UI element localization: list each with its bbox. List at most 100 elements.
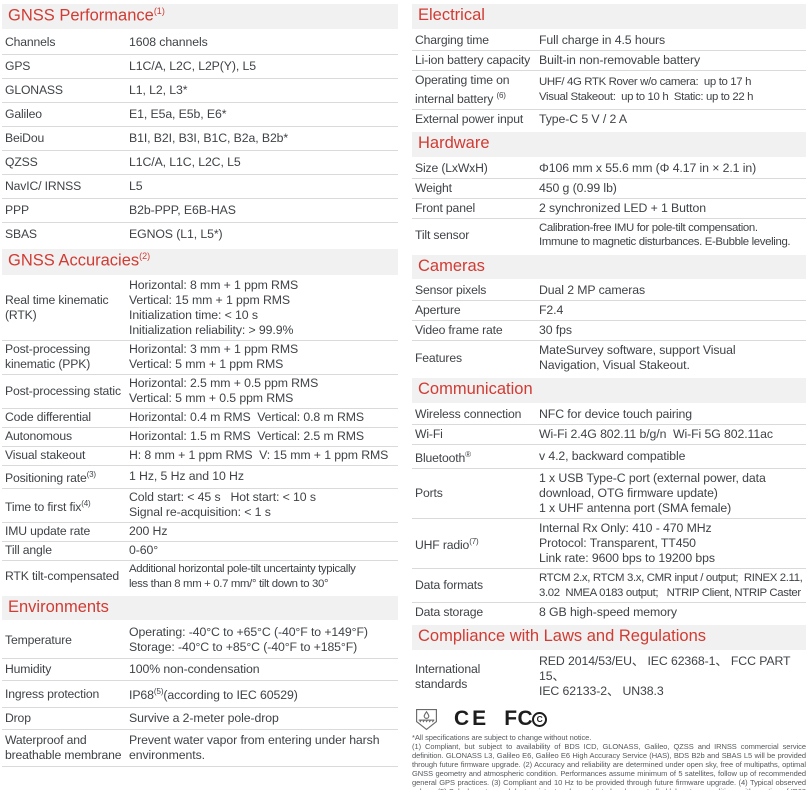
section-title: Electrical (412, 4, 806, 29)
spec-row: GLONASS L1, L2, L3* (2, 79, 398, 104)
spec-value: L1C/A, L1C, L2C, L5 (129, 155, 398, 170)
spec-label-text: Post-processing kinematic (PPK) (5, 342, 91, 372)
spec-label: IMU update rate (2, 524, 129, 539)
spec-value-line: 1 Hz, 5 Hz and 10 Hz (129, 469, 244, 484)
spec-value: 8 GB high-speed memory (539, 605, 806, 620)
spec-label: GPS (2, 59, 129, 74)
spec-value-line: Internal Rx Only: 410 - 470 MHz (539, 521, 712, 536)
spec-row: Post-processing static Horizontal: 2.5 mm… (2, 375, 398, 409)
spec-value-line: 30 fps (539, 323, 572, 338)
spec-label-text: QZSS (5, 155, 38, 170)
spec-value-line: Vertical: 15 mm + 1 ppm RMS (129, 293, 290, 308)
spec-label: Sensor pixels (412, 283, 539, 298)
spec-label-text: Galileo (5, 107, 42, 122)
spec-value: 1 x USB Type-C port (external power, dat… (539, 471, 806, 516)
spec-label-text: Sensor pixels (415, 283, 487, 298)
spec-row: Tilt sensor Calibration-free IMU for pole… (412, 219, 806, 252)
spec-row: Real time kinematic (RTK) Horizontal: 8 m… (2, 277, 398, 341)
spec-row: Code differential Horizontal: 0.4 m RMS V… (2, 409, 398, 428)
spec-value-line: 0-60° (129, 543, 159, 558)
spec-row: GPS L1C/A, L2C, L2P(Y), L5 (2, 55, 398, 80)
spec-label: Operating time on internal battery (6) (412, 73, 539, 107)
spec-label: Post-processing kinematic (PPK) (2, 342, 129, 372)
spec-value-line: 2 synchronized LED + 1 Button (539, 200, 706, 215)
spec-label-text: GPS (5, 59, 31, 74)
spec-value: Horizontal: 2.5 mm + 0.5 ppm RMS Vertical… (129, 376, 398, 406)
spec-row: BeiDou B1I, B2I, B3I, B1C, B2a, B2b* (2, 127, 398, 152)
footnote-body: (1) Compliant, but subject to availabili… (412, 742, 806, 790)
spec-label-text: Temperature (5, 632, 72, 647)
spec-label-text: Time to first fix (5, 499, 82, 514)
spec-row: QZSS L1C/A, L1C, L2C, L5 (2, 151, 398, 176)
spec-value: 1 Hz, 5 Hz and 10 Hz (129, 469, 398, 484)
section-environments: Environments Temperature Operating: -40°C … (2, 595, 398, 767)
spec-value-line: RED 2014/53/EU、 IEC 62368-1、 FCC PART 15… (539, 654, 794, 684)
weee-drop-shield-icon (416, 708, 437, 730)
spec-value-line: download, OTG firmware update) (539, 486, 718, 501)
spec-label-text: Channels (5, 35, 56, 50)
spec-value-line: Type-C 5 V / 2 A (539, 111, 627, 126)
spec-row: Ingress protection IP68(5)(according to I… (2, 681, 398, 708)
spec-value: 450 g (0.99 lb) (539, 181, 806, 196)
spec-label-superscript: (4) (81, 498, 91, 508)
spec-value: B1I, B2I, B3I, B1C, B2a, B2b* (129, 131, 398, 146)
spec-value-line: IP68(5)(according to IEC 60529) (129, 684, 398, 703)
spec-label-text: Waterproof and breathable membrane (5, 732, 122, 762)
spec-label-text: Drop (5, 710, 31, 725)
spec-value: Horizontal: 0.4 m RMS Vertical: 0.8 m RM… (129, 410, 398, 425)
spec-value-line: Horizontal: 3 mm + 1 ppm RMS (129, 342, 299, 357)
spec-value: IP68(5)(according to IEC 60529) (129, 684, 398, 703)
section-gnss-performance: GNSS Performance(1) Channels 1608 channels… (2, 4, 398, 246)
section-title-text: Cameras (418, 256, 485, 275)
spec-value-line: Initialization reliability: > 99.9% (129, 323, 294, 338)
spec-value: Calibration-free IMU for pole-tilt compe… (539, 221, 806, 250)
spec-label: Post-processing static (2, 384, 129, 399)
spec-label-text: IMU update rate (5, 524, 91, 539)
spec-label: Data storage (412, 605, 539, 620)
spec-label: Visual stakeout (2, 448, 129, 463)
spec-value-line: F2.4 (539, 303, 564, 318)
spec-row: SBAS EGNOS (L1, L5*) (2, 223, 398, 246)
spec-label-text: GLONASS (5, 83, 63, 98)
section-gnss-accuracies: GNSS Accuracies(2) Real time kinematic (R… (2, 249, 398, 592)
section-title: Cameras (412, 254, 806, 280)
spec-value-line: 1608 channels (129, 35, 208, 50)
spec-value-line: Vertical: 5 mm + 1 ppm RMS (129, 357, 284, 372)
right-sections: Electrical Charging time Full charge in 4.… (412, 4, 806, 701)
spec-label: Real time kinematic (RTK) (2, 293, 129, 323)
spec-label: Size (LxWxH) (412, 161, 539, 176)
spec-label-text: Data storage (415, 605, 483, 620)
spec-row: Ports 1 x USB Type-C port (external power… (412, 469, 806, 520)
spec-value: Survive a 2-meter pole-drop (129, 711, 398, 726)
spec-label-text: Weight (415, 180, 452, 195)
spec-value-line: Full charge in 4.5 hours (539, 32, 666, 47)
spec-row: Channels 1608 channels (2, 31, 398, 56)
spec-value: Built-in non-removable battery (539, 53, 806, 68)
spec-label: Ingress protection (2, 687, 129, 702)
spec-value: L1C/A, L2C, L2P(Y), L5 (129, 59, 398, 74)
spec-label: Ports (412, 486, 539, 501)
spec-row: Charging time Full charge in 4.5 hours (412, 31, 806, 51)
spec-value-line: L1, L2, L3* (129, 83, 188, 98)
spec-label: Drop (2, 711, 129, 726)
spec-value: 2 synchronized LED + 1 Button (539, 201, 806, 216)
spec-value-line: E1, E5a, E5b, E6* (129, 107, 227, 122)
spec-label-text: Post-processing static (5, 383, 121, 398)
spec-row: Aperture F2.4 (412, 301, 806, 322)
spec-value-line: Dual 2 MP cameras (539, 283, 646, 298)
fcc-mark-icon: FC C (504, 707, 548, 731)
spec-label-text: NavIC/ IRNSS (5, 179, 82, 194)
spec-label: BeiDou (2, 131, 129, 146)
spec-value-line: Horizontal: 2.5 mm + 0.5 ppm RMS (129, 376, 319, 391)
spec-row: Autonomous Horizontal: 1.5 m RMS Vertical… (2, 428, 398, 447)
spec-value-line: NFC for device touch pairing (539, 407, 693, 422)
section-cameras: Cameras Sensor pixels Dual 2 MP cameras Ape… (412, 254, 806, 376)
spec-row: International standards RED 2014/53/EU、 I… (412, 652, 806, 701)
spec-label-superscript: (6) (496, 90, 506, 100)
spec-label-text: Till angle (5, 543, 52, 558)
spec-label: PPP (2, 203, 129, 218)
spec-value-line: 200 Hz (129, 524, 168, 539)
spec-row: Temperature Operating: -40°C to +65°C (-4… (2, 622, 398, 660)
spec-value-line: Protocol: Transparent, TT450 (539, 536, 696, 551)
spec-value-line: Φ106 mm x 55.6 mm (Φ 4.17 in × 2.1 in) (539, 160, 757, 175)
